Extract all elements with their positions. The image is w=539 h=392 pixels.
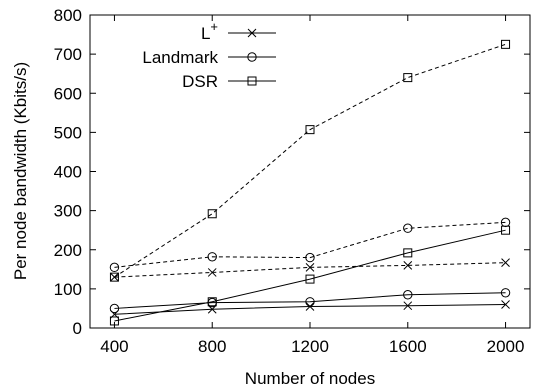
data-point xyxy=(305,297,315,307)
data-point xyxy=(109,272,119,282)
series-lplus-solid xyxy=(110,300,510,319)
legend-marker xyxy=(247,52,257,62)
legend-marker xyxy=(247,28,257,38)
y-tick-label: 0 xyxy=(73,319,82,338)
data-point xyxy=(207,252,217,262)
data-point xyxy=(305,263,315,272)
data-point xyxy=(403,290,413,300)
y-tick-label: 200 xyxy=(54,241,82,260)
series-line xyxy=(114,221,506,268)
data-point xyxy=(207,268,217,277)
y-tick-label: 600 xyxy=(54,84,82,103)
series-line xyxy=(114,262,506,278)
series-lplus-dashed xyxy=(110,258,510,282)
series-landmark-solid xyxy=(109,288,511,314)
axis-ticks: 0 100 200 300 400 500 600 700 800 400 800 1200 1600 2… xyxy=(54,6,530,356)
data-point xyxy=(501,39,511,49)
series-layer xyxy=(109,39,511,326)
x-tick-label: 1600 xyxy=(389,337,427,356)
legend: L+ Landmark DSR xyxy=(142,19,276,91)
y-tick-label: 400 xyxy=(54,163,82,182)
legend-entry: L+ xyxy=(201,19,276,43)
data-point xyxy=(207,209,217,219)
data-point xyxy=(305,252,315,263)
data-point xyxy=(403,301,413,311)
legend-marker xyxy=(247,76,257,86)
y-axis-title: Per node bandwidth (Kbits/s) xyxy=(11,62,30,280)
y-tick-label: 500 xyxy=(54,123,82,142)
series-landmark-dashed xyxy=(109,217,511,273)
data-point xyxy=(109,262,120,273)
data-point xyxy=(500,288,511,298)
series-line xyxy=(114,229,506,322)
series-line xyxy=(114,292,506,309)
data-point xyxy=(207,304,217,314)
data-point xyxy=(501,225,511,235)
x-tick-label: 2000 xyxy=(487,337,525,356)
x-tick-label: 400 xyxy=(100,337,128,356)
data-point xyxy=(403,223,413,233)
data-point xyxy=(403,248,413,258)
data-point xyxy=(305,274,315,284)
x-tick-label: 800 xyxy=(198,337,226,356)
series-dsr-dashed xyxy=(109,39,511,282)
legend-label: Landmark xyxy=(142,48,218,67)
legend-label: DSR xyxy=(182,72,218,91)
data-point xyxy=(305,125,315,135)
series-dsr-solid xyxy=(109,225,511,326)
x-tick-label: 1200 xyxy=(291,337,329,356)
y-tick-label: 300 xyxy=(54,202,82,221)
data-point xyxy=(109,316,119,326)
data-point xyxy=(207,297,217,307)
series-line xyxy=(114,43,506,278)
legend-entry: DSR xyxy=(182,72,276,91)
data-point xyxy=(403,261,413,270)
y-tick-label: 100 xyxy=(54,280,82,299)
data-point xyxy=(501,300,510,309)
y-tick-label: 800 xyxy=(54,6,82,25)
legend-label: L+ xyxy=(201,19,218,43)
y-tick-label: 700 xyxy=(54,45,82,64)
data-point xyxy=(109,303,120,314)
legend-entry: Landmark xyxy=(142,48,276,67)
data-point xyxy=(403,73,413,83)
x-axis-title: Number of nodes xyxy=(245,369,375,388)
data-point xyxy=(501,258,510,268)
